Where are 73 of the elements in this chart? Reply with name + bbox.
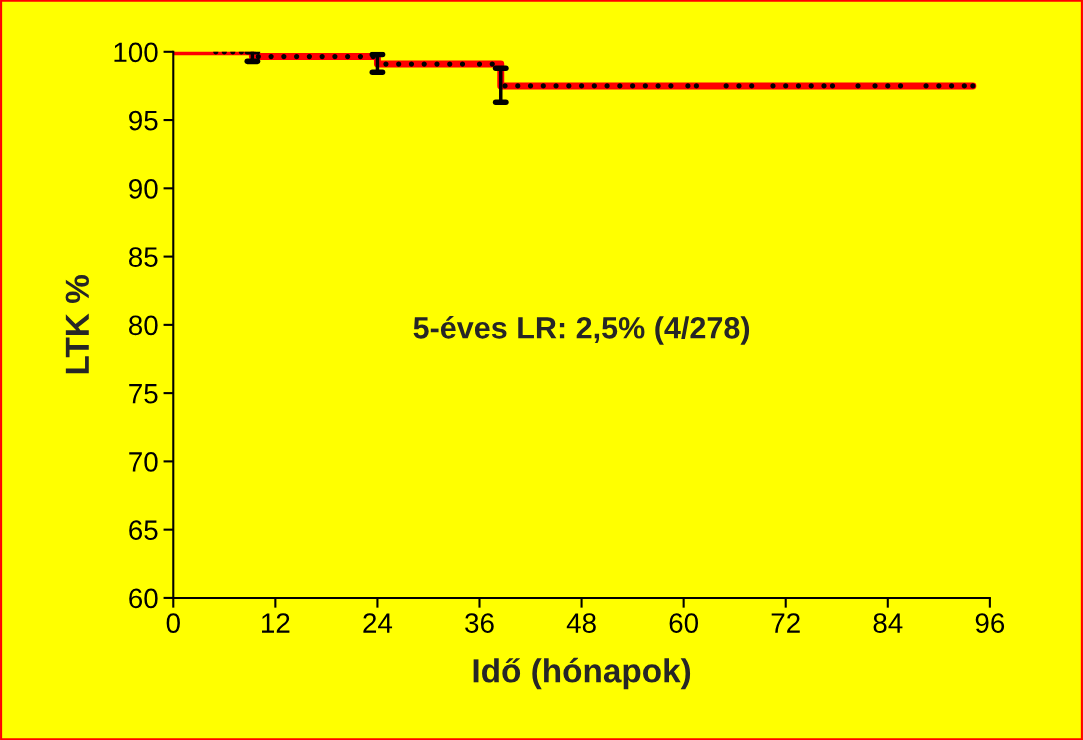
x-axis-title: Idő (hónapok): [473, 657, 691, 690]
point: [268, 53, 274, 60]
y-axis-title: LTK %: [65, 275, 90, 374]
point: [578, 83, 585, 89]
x-tick-label: 24: [363, 613, 393, 633]
point: [319, 53, 325, 60]
point: [783, 83, 789, 89]
point: [630, 83, 636, 89]
point: [936, 83, 942, 89]
point: [604, 83, 610, 89]
x-tick-label: 48: [566, 613, 596, 633]
point: [723, 83, 729, 89]
y-tick-label: 75: [129, 384, 158, 404]
point: [655, 83, 661, 89]
point: [566, 83, 572, 89]
point: [255, 53, 261, 60]
point: [396, 61, 402, 67]
point: [447, 61, 453, 67]
y-tick-label: 95: [129, 110, 158, 131]
point: [345, 53, 351, 60]
point: [872, 83, 878, 89]
point: [961, 83, 967, 89]
x-tick-label: 12: [262, 613, 290, 633]
y-tick-label: 65: [129, 520, 158, 540]
point: [357, 53, 364, 60]
point: [421, 61, 427, 67]
x-tick-label: 84: [873, 613, 903, 633]
point: [476, 61, 483, 67]
point: [855, 83, 861, 89]
point: [948, 83, 955, 89]
x-tick-label: 36: [465, 613, 494, 633]
y-tick-label: 80: [129, 315, 158, 336]
point: [885, 83, 891, 89]
x-tick-label: 96: [975, 613, 1005, 633]
y-tick-label: 90: [129, 179, 158, 199]
point: [281, 53, 287, 60]
x-tick-label: 0: [166, 613, 180, 633]
point: [795, 83, 802, 89]
point: [821, 83, 827, 89]
point: [408, 61, 415, 67]
y-tick-label: 60: [129, 588, 158, 609]
y-tick-label: 100: [114, 42, 158, 63]
y-tick-label: 85: [129, 247, 158, 267]
annotation: 5-éves LR: 2,5% (4/278): [413, 315, 750, 345]
point: [540, 83, 546, 89]
point: [294, 53, 300, 60]
x-tick-label: 72: [771, 613, 800, 633]
point: [332, 53, 338, 60]
point: [970, 83, 976, 89]
point: [770, 83, 776, 89]
point: [617, 83, 623, 89]
point: [489, 61, 495, 67]
point: [527, 83, 534, 89]
point: [553, 83, 559, 89]
point: [685, 83, 691, 89]
y-tick-label: 70: [129, 452, 158, 472]
point: [515, 83, 521, 89]
point: [383, 61, 389, 67]
point: [693, 83, 699, 89]
point: [808, 83, 814, 89]
point: [306, 53, 312, 60]
point: [668, 83, 674, 89]
point: [897, 83, 904, 89]
point: [829, 83, 836, 89]
point: [736, 83, 742, 89]
point: [434, 61, 440, 67]
point: [923, 83, 929, 89]
point: [502, 83, 508, 89]
point: [749, 83, 755, 89]
point: [459, 61, 466, 67]
x-tick-label: 60: [669, 613, 699, 633]
point: [591, 83, 597, 89]
point: [642, 83, 648, 89]
